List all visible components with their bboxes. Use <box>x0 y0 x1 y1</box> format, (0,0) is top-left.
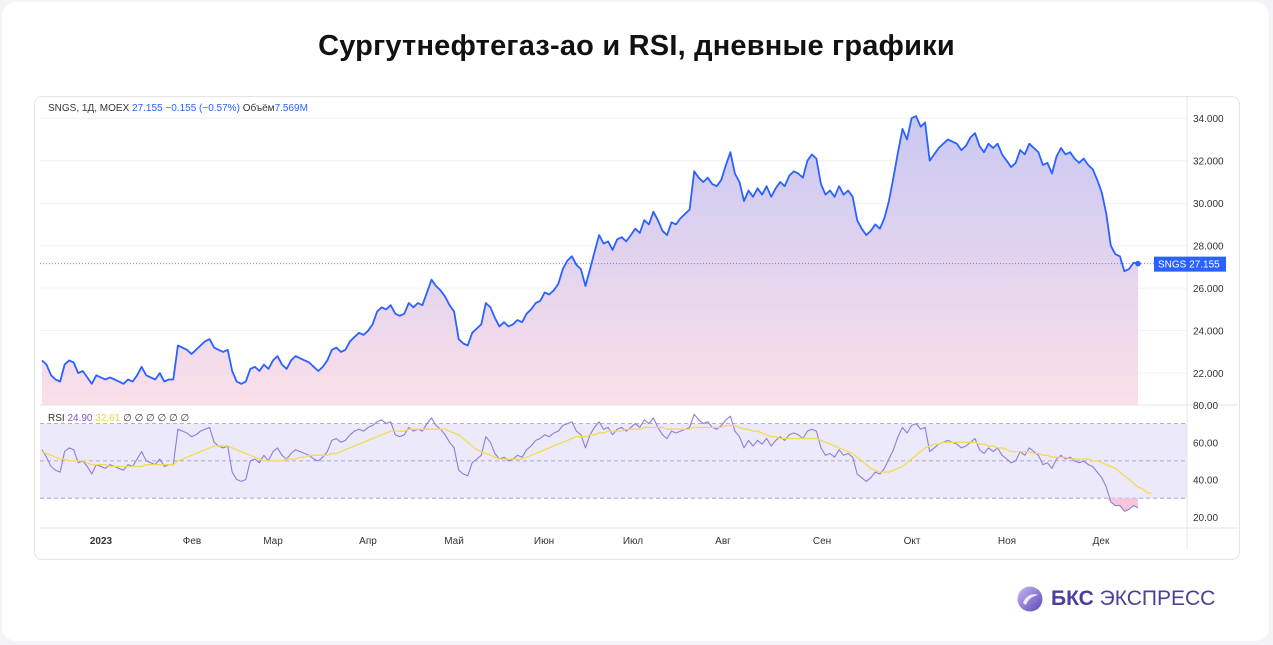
price-tick-label: 32.000 <box>1193 157 1224 168</box>
volume-value: 7.569M <box>274 103 308 114</box>
time-tick-label: Июл <box>623 536 643 547</box>
price-badge-bg <box>1154 256 1226 272</box>
price-tick-label: 22.000 <box>1193 369 1224 380</box>
time-tick-label: Июн <box>534 536 554 547</box>
time-tick-label: Сен <box>813 536 831 547</box>
time-tick-label: Авг <box>715 536 731 547</box>
price-tick-label: 26.000 <box>1193 284 1224 295</box>
price-tick-label: 24.000 <box>1193 327 1224 338</box>
brand-bold: БКС <box>1051 587 1094 610</box>
time-tick-label: Окт <box>904 536 921 547</box>
price-line <box>41 115 1139 385</box>
time-tick-label: Мар <box>263 536 283 547</box>
price-area <box>40 115 1187 405</box>
axes: 34.000 32.000 30.000 28.000 26.000 24.000 22.0… <box>40 97 1238 550</box>
time-tick-label: Ноя <box>998 536 1016 547</box>
time-tick-label: Май <box>444 536 464 547</box>
time-tick-label: Апр <box>359 536 377 547</box>
rsi-ma-line <box>41 424 1152 494</box>
symbol-label: SNGS, 1Д, MOEX <box>48 103 130 114</box>
rsi-tick-label: 40.00 <box>1193 476 1218 487</box>
rsi-tick-label: 60.00 <box>1193 438 1218 449</box>
brand-text: БКС ЭКСПРЕСС <box>1051 587 1215 611</box>
rsi-legend: RSI 24.90 32.61 ∅ ∅ ∅ ∅ ∅ ∅ <box>48 413 189 424</box>
price-badge-text: SNGS 27.155 <box>1158 260 1220 271</box>
rsi-pane <box>40 413 1187 512</box>
brand-logo: БКС ЭКСПРЕСС <box>1017 584 1215 614</box>
price-value: 27.155 <box>132 103 163 114</box>
price-area-fill <box>42 116 1138 405</box>
time-tick-label: Дек <box>1093 536 1110 547</box>
volume-label: Объём <box>242 103 275 114</box>
rsi-tick-label: 80.00 <box>1193 401 1218 412</box>
price-badge: SNGS 27.155 <box>1154 256 1226 272</box>
brand-rest: ЭКСПРЕСС <box>1093 587 1216 610</box>
rsi-tick-label: 20.00 <box>1193 513 1218 524</box>
price-tick-label: 30.000 <box>1193 199 1224 210</box>
price-legend: SNGS, 1Д, MOEX 27.155 −0.155 (−0.57%) Об… <box>48 103 308 114</box>
rsi-label: RSI <box>48 413 65 424</box>
change-value: −0.155 (−0.57%) <box>165 103 240 114</box>
bks-logo-icon <box>1017 586 1043 612</box>
rsi-extra-values: ∅ ∅ ∅ ∅ ∅ ∅ <box>123 413 190 424</box>
rsi-ma-value: 32.61 <box>95 413 121 424</box>
price-tick-label: 34.000 <box>1193 114 1224 125</box>
page-title: Сургутнефтегаз-ао и RSI, дневные графики <box>318 30 955 62</box>
time-tick-label: Фев <box>183 536 201 547</box>
rsi-value: 24.90 <box>67 413 93 424</box>
last-price-dot <box>1135 260 1141 267</box>
price-tick-label: 28.000 <box>1193 242 1224 253</box>
time-tick-label: 2023 <box>90 536 113 547</box>
